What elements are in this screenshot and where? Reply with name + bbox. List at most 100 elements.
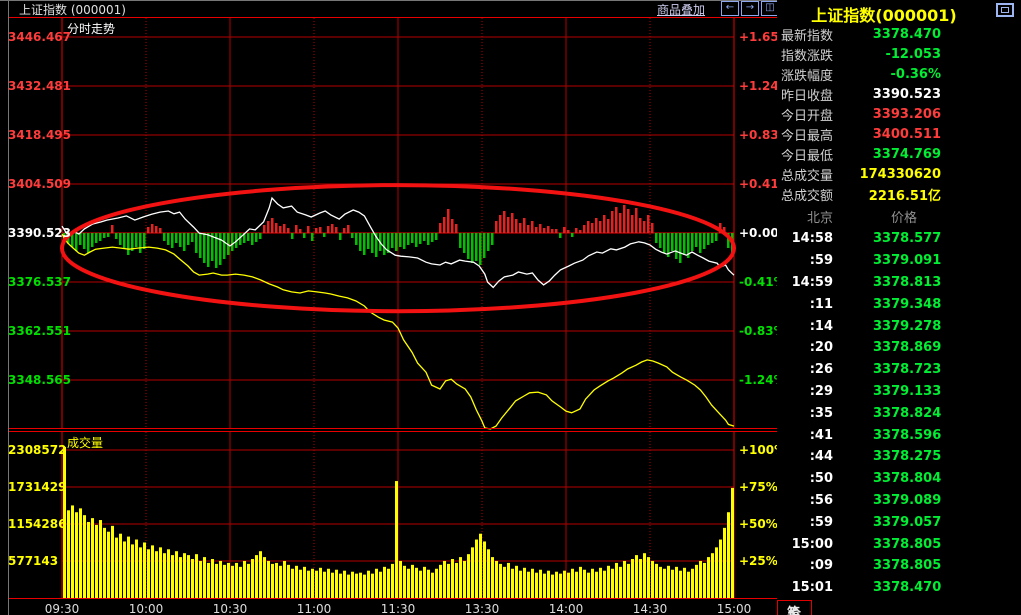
tick-price: 3378.813 [873,274,942,290]
tick-row: 14:58 3378.577 [781,228,1015,250]
tick-time: 14:59 [791,274,833,290]
tick-list[interactable]: 14:58 3378.577 :59 3379.091 14:59 3378.8… [781,228,1015,599]
quote-summary: 最新指数 3378.470 指数涨跌 -12.053 涨跌幅度 -0.36% 昨… [781,24,1015,204]
tick-time: :44 [809,449,833,465]
tick-price: 3378.805 [873,536,942,552]
tick-time: :41 [809,427,833,443]
tick-time: :56 [809,492,833,508]
tick-price: 3378.275 [873,449,942,465]
tick-time: :50 [809,471,833,487]
tick-view-tabs: 笔价 [777,599,1021,615]
quote-row: 指数涨跌 -12.053 [781,44,1015,64]
quote-value: -0.36% [890,66,942,82]
volume-plot-area[interactable] [62,432,734,598]
tick-time: :26 [809,362,833,378]
tick-time: :09 [809,558,833,574]
window-title: 上证指数 (000001) [19,3,126,17]
quote-row: 今日最低 3374.769 [781,144,1015,164]
quote-value: 3374.769 [872,146,941,162]
quote-row: 最新指数 3378.470 [781,24,1015,44]
quote-row: 涨跌幅度 -0.36% [781,64,1015,84]
time-axis: 09:30 10:00 10:30 11:00 11:30 13:30 14:00 14:30… [0,601,780,615]
tick-price: 3378.723 [873,362,942,378]
overlay-products-link[interactable]: 商品叠加 [657,3,706,17]
tick-time: 15:00 [791,536,833,552]
restore-window-icon-inner [1001,7,1009,13]
tick-time: :20 [809,340,833,356]
time-axis-label: 14:00 [548,602,584,615]
quote-panel-title: 上证指数(000001) [811,6,957,25]
quote-label: 最新指数 [781,28,834,44]
tick-time: :35 [809,405,833,421]
tick-price: 3379.278 [873,318,942,334]
toolbar-icons: ← → ◫ [721,1,779,16]
tick-table-header: 北京 价格 [781,207,1015,226]
quote-label: 指数涨跌 [781,48,834,64]
tick-price: 3378.470 [873,580,942,596]
tick-price: 3379.089 [873,492,942,508]
tick-header-time: 北京 [806,211,833,226]
quote-value: 3400.511 [872,126,941,142]
tick-row: 15:01 3378.470 [781,577,1015,599]
time-axis-label: 09:30 [44,602,80,615]
tick-price: 3379.133 [873,383,942,399]
tick-row: :11 3379.348 [781,293,1015,315]
time-axis-label: 11:00 [296,602,332,615]
prev-chart-icon[interactable]: ← [721,1,739,16]
tick-price: 3378.869 [873,340,942,356]
tick-row: :56 3379.089 [781,490,1015,512]
tick-row: :35 3378.824 [781,402,1015,424]
quote-row: 今日开盘 3393.206 [781,104,1015,124]
tick-row: :14 3379.278 [781,315,1015,337]
next-chart-icon[interactable]: → [741,1,759,16]
quote-value: 3378.470 [872,26,941,42]
quote-label: 昨日收盘 [781,88,834,104]
tick-time: :59 [809,514,833,530]
tick-row: :29 3379.133 [781,381,1015,403]
tick-price: 3379.348 [873,296,942,312]
tick-price: 3379.091 [873,253,942,269]
tick-row: :20 3378.869 [781,337,1015,359]
quote-row: 今日最高 3400.511 [781,124,1015,144]
tick-time: 14:58 [791,231,833,247]
quote-value: -12.053 [885,46,941,62]
quote-value: 3390.523 [872,86,941,102]
tick-row: :50 3378.804 [781,468,1015,490]
tick-price: 3378.577 [873,231,942,247]
quote-label: 今日开盘 [781,108,834,124]
top-toolbar: 上证指数 (000001) 商品叠加 ← → ◫ [9,0,779,17]
quote-value: 174330620 [859,166,941,182]
main-chart-plot-area[interactable] [62,18,734,429]
tick-time: 15:01 [791,580,833,596]
tick-header-price: 价格 [891,211,918,226]
tick-price: 3378.804 [873,471,942,487]
quote-label: 总成交量 [781,168,834,184]
quote-value: 3393.206 [872,106,941,122]
tab-jia[interactable]: 价 [777,600,813,615]
quote-label: 今日最高 [781,128,834,144]
quote-label: 总成交额 [781,188,834,204]
tick-row: :41 3378.596 [781,424,1015,446]
tick-row: :59 3379.091 [781,250,1015,272]
tick-time: :14 [809,318,833,334]
quote-label: 今日最低 [781,148,834,164]
tick-row: 15:00 3378.805 [781,533,1015,555]
tick-row: :59 3379.057 [781,511,1015,533]
time-axis-label: 10:00 [128,602,164,615]
tick-price: 3378.596 [873,427,942,443]
time-axis-label: 10:30 [212,602,248,615]
quote-panel: 上证指数(000001) 最新指数 3378.470 指数涨跌 -12.053 … [777,0,1021,615]
restore-window-icon[interactable] [996,3,1014,17]
tick-time: :11 [809,296,833,312]
tick-price: 3378.805 [873,558,942,574]
tab-bi[interactable]: 笔 [787,606,801,615]
quote-label: 涨跌幅度 [781,68,834,84]
time-axis-label: 13:30 [464,602,500,615]
tick-time: :59 [809,253,833,269]
quote-row: 总成交额 2216.51亿 [781,184,1015,204]
time-axis-label: 15:00 [716,602,752,615]
quote-row: 昨日收盘 3390.523 [781,84,1015,104]
volume-pane-title: 成交量 [67,436,104,450]
tick-row: 14:59 3378.813 [781,272,1015,294]
